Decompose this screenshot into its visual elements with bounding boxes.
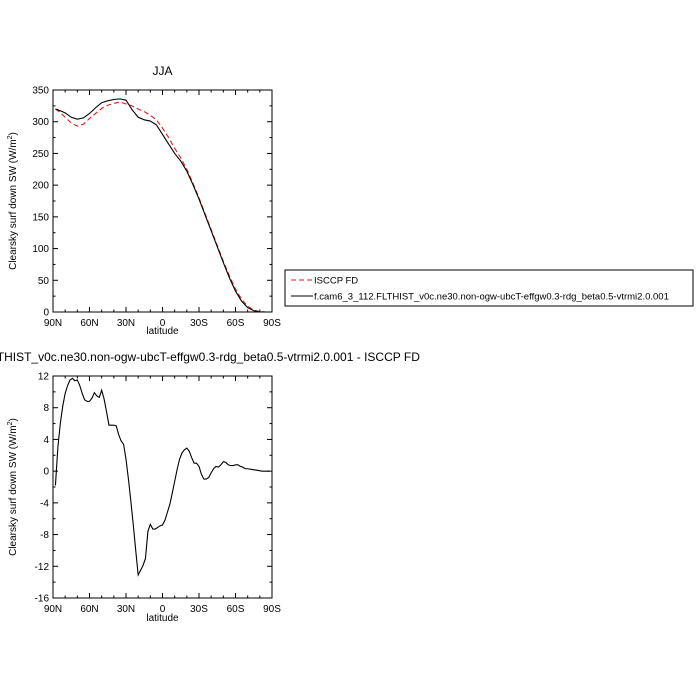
- y-axis-label: Clearsky surf down SW (W/m2): [7, 132, 19, 270]
- y-tick-label: 300: [32, 117, 49, 128]
- y-tick-label: 200: [32, 181, 49, 192]
- y-tick-label: 350: [32, 86, 49, 97]
- chart-bottom-difference: f.cam6_3_112.FLTHIST_v0c.ne30.non-ogw-ub…: [0, 350, 420, 624]
- y-axis-label-main: Clearsky surf down SW (W/m: [8, 139, 19, 270]
- legend: ISCCP FD f.cam6_3_112.FLTHIST_v0c.ne30.no…: [284, 269, 694, 307]
- x-axis-label: latitude: [146, 613, 179, 624]
- y-tick-label: 0: [43, 308, 49, 319]
- y-tick-label: 100: [32, 244, 49, 255]
- x-tick-label: 30S: [190, 318, 208, 329]
- legend-box: [284, 269, 694, 307]
- y-tick-label: 8: [43, 403, 49, 414]
- y-axis-label: Clearsky surf down SW (W/m2): [7, 418, 19, 556]
- x-tick-label: 60S: [227, 318, 245, 329]
- x-tick-label: 90S: [263, 318, 281, 329]
- legend-label-1: f.cam6_3_112.FLTHIST_v0c.ne30.non-ogw-ub…: [314, 292, 669, 303]
- x-tick-label: 90N: [44, 604, 62, 615]
- plot-frame: [52, 375, 273, 599]
- y-tick-label: 50: [38, 276, 50, 287]
- x-axis-label: latitude: [146, 326, 179, 337]
- y-tick-label: -4: [40, 498, 49, 509]
- x-tick-label: 30N: [117, 604, 135, 615]
- y-axis-label-main: Clearsky surf down SW (W/m: [8, 425, 19, 556]
- y-tick-label: 12: [38, 372, 50, 383]
- y-axis-label-superscript: 2: [7, 421, 14, 425]
- x-tick-label: 30N: [117, 318, 135, 329]
- chart-title: JJA: [152, 64, 172, 78]
- y-tick-label: 0: [43, 467, 49, 478]
- y-axis-label-end: ): [8, 132, 19, 135]
- x-tick-label: 60N: [80, 318, 98, 329]
- y-tick-label: -16: [35, 594, 50, 605]
- series-line-0: [55, 101, 270, 312]
- y-tick-label: 250: [32, 149, 49, 160]
- x-tick-label: 90N: [44, 318, 62, 329]
- chart-top-jja: JJA 90N 60N 30N 0 30S 60S 90S 0 50 100 150 200 250 300…: [7, 64, 281, 337]
- y-tick-label: 150: [32, 212, 49, 223]
- y-tick-label: 4: [43, 435, 49, 446]
- x-tick-label: 0: [160, 318, 166, 329]
- chart-title: f.cam6_3_112.FLTHIST_v0c.ne30.non-ogw-ub…: [0, 350, 420, 364]
- x-tick-label: 60S: [227, 604, 245, 615]
- x-tick-label: 60N: [80, 604, 98, 615]
- x-tick-label: 90S: [263, 604, 281, 615]
- y-axis-label-superscript: 2: [7, 135, 14, 139]
- series-line-0: [54, 377, 270, 577]
- plot-frame: [52, 89, 273, 313]
- y-tick-label: -8: [40, 530, 49, 541]
- x-tick-label: 0: [160, 604, 166, 615]
- y-axis-label-end: ): [8, 418, 19, 421]
- series-line-1: [55, 98, 270, 312]
- x-tick-label: 30S: [190, 604, 208, 615]
- legend-label-0: ISCCP FD: [314, 276, 358, 287]
- y-tick-label: -12: [35, 562, 50, 573]
